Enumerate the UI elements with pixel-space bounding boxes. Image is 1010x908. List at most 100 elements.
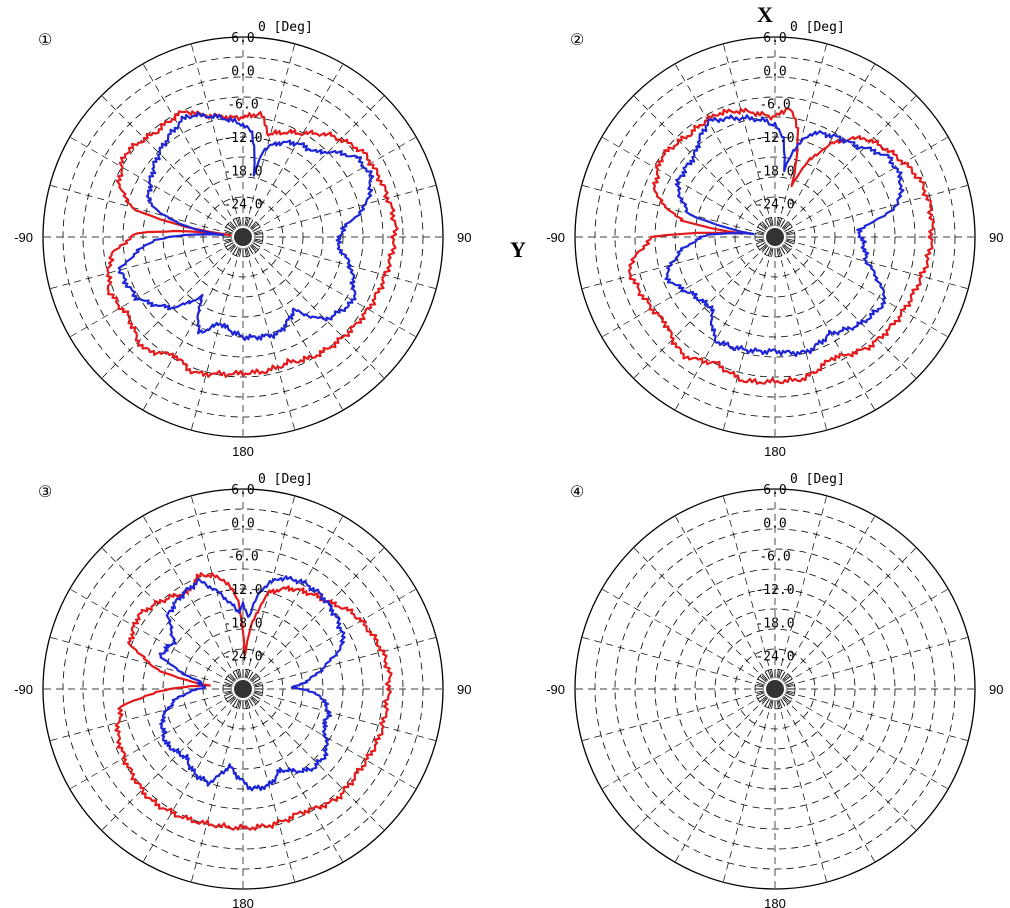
grid-spoke [601,136,765,232]
center-tick [757,242,766,248]
grid-spoke [248,699,344,863]
grid-spoke [722,43,773,226]
grid-spoke [254,184,437,235]
center-tick [767,670,772,679]
series-red-line [105,110,399,378]
grid-spoke [253,588,417,684]
grid-spoke [785,694,949,790]
center-tick [223,685,233,688]
center-tick [253,229,262,234]
radial-tick-label: -18.0 [223,616,262,631]
outer-ring [42,488,444,890]
series-blue-line [158,575,346,792]
center-tick [253,233,263,236]
grid-spoke [633,95,767,229]
angle-label-0: 0 [Deg] [258,20,313,35]
radial-tick-label: 0.0 [231,64,254,79]
radial-tick-label: -6.0 [227,550,258,565]
center-tick [224,240,233,245]
grid-spoke [601,242,765,338]
grid-spoke [786,184,969,235]
center-tick [783,675,791,683]
center-tick [776,247,779,257]
grid-spoke [601,694,765,790]
center-tick [223,690,233,693]
radial-tick-label: -6.0 [759,550,790,565]
center-tick [251,695,259,703]
grid-spoke [783,95,917,229]
radial-tick-label: 0.0 [231,516,254,531]
center-tick [781,221,789,229]
center-tick [767,699,772,708]
grid-spoke [248,247,344,411]
grid-spoke [785,588,949,684]
angle-label-neg90: -90 [14,682,33,697]
center-tick [246,699,251,708]
angle-label-0: 0 [Deg] [790,472,845,487]
grid-spoke [142,247,238,411]
center-tick [232,698,238,707]
grid-spoke [69,242,233,338]
center-tick [249,245,257,253]
center-tick [761,221,769,229]
grid-spoke [253,136,417,232]
grid-spoke [254,636,437,687]
center-tick [235,670,240,679]
grid-spoke [49,691,232,742]
angle-label-90: 90 [457,682,471,697]
angle-label-0: 0 [Deg] [790,20,845,35]
grid-spoke [245,495,296,678]
center-tick [224,692,233,697]
grid-ring [162,608,324,770]
center-tick [785,685,795,688]
center-tick [756,692,765,697]
center-tick [249,697,257,705]
grid-spoke [69,136,233,232]
center-tick [771,669,774,679]
grid-spoke [248,63,344,227]
center-tick [227,675,235,683]
angle-label-neg90: -90 [546,230,565,245]
grid-ring [162,156,324,318]
center-tick [764,219,770,228]
grid-spoke [777,248,828,431]
grid-spoke [190,43,241,226]
grid-spoke [251,547,385,681]
grid-spoke [190,248,241,431]
center-tick [225,242,234,248]
center-tick [757,678,766,684]
center-tick [224,229,233,234]
center-tick [227,695,235,703]
center-tick [239,669,242,679]
center-tick [229,245,237,253]
axis-letter-x: X [757,2,773,27]
center-tick [778,247,783,256]
center-tick [227,243,235,251]
panel-label: ④ [570,484,584,501]
center-tick [224,681,233,686]
grid-spoke [581,691,764,742]
series-blue-line [664,114,905,358]
center-tick [778,670,783,679]
grid-spoke [674,699,770,863]
series-blue-line [117,111,375,341]
angle-label-180: 180 [232,896,254,908]
radial-tick-label: 6.0 [763,31,786,46]
center-tick [227,223,235,231]
panel-label: ③ [38,484,52,501]
radial-tick-label: 6.0 [763,483,786,498]
center-tick [225,678,234,684]
radial-tick-label: -6.0 [759,98,790,113]
grid-spoke [49,239,232,290]
center-tick [239,247,242,257]
center-tick [781,697,789,705]
grid-spoke [780,515,876,679]
center-tick [244,699,247,709]
polar-panel-4: 6.0 0.0 -6.0 -12.0 -18.0 -24.0 0 [Deg] 90 180 -90… [546,472,1003,908]
center-dot [766,228,784,246]
radial-tick-label: -18.0 [755,616,794,631]
grid-spoke [142,699,238,863]
center-tick [764,698,770,707]
center-tick [229,697,237,705]
